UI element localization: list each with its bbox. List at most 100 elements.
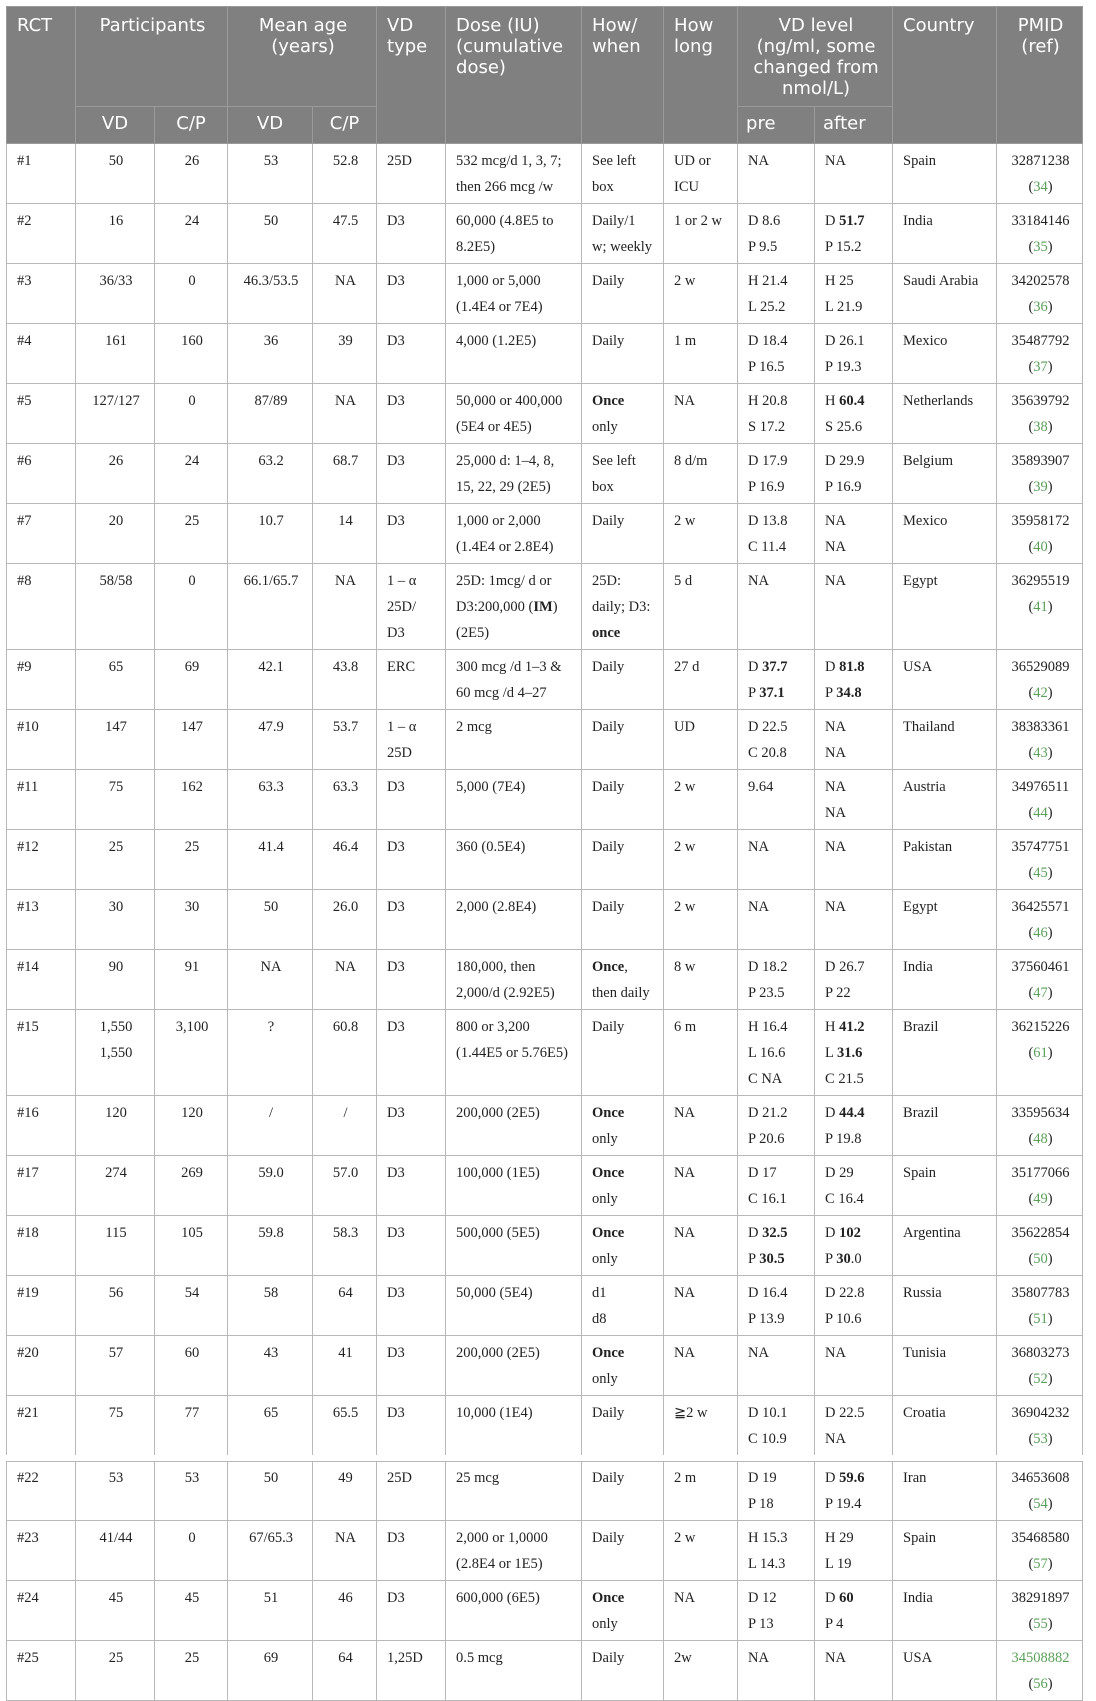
reference-link[interactable]: 56 xyxy=(1033,1676,1048,1692)
cell-line: D 26.7 xyxy=(825,959,865,975)
cell-line: NA xyxy=(674,1590,695,1606)
cp-mean-age-cell: / xyxy=(312,1095,378,1156)
cell-line: D3:200,000 (IM) xyxy=(456,594,573,620)
vd-level-pre-cell: D 17 C 16.1 xyxy=(737,1155,816,1216)
table-row: #4 161 160 36 39 D3 4,000 (1.2E5) Daily 1 m D 18.… xyxy=(6,323,1084,384)
cell-line: P 37.1 xyxy=(748,680,806,706)
cell-line: C 11.4 xyxy=(748,539,787,555)
cell-line: Daily xyxy=(592,513,625,529)
reference-link[interactable]: 45 xyxy=(1033,865,1048,881)
cell-line: 25,000 d: 1–4, 8, xyxy=(456,453,555,469)
dose-cell: 500,000 (5E5) xyxy=(445,1215,583,1276)
reference-link[interactable]: 34 xyxy=(1033,179,1048,195)
cell-line: 15, 22, 29 (2E5) xyxy=(456,479,551,495)
vd-level-after-cell: D 22.8 P 10.6 xyxy=(814,1275,894,1336)
country-cell: Saudi Arabia xyxy=(892,263,998,324)
cell-line: Spain xyxy=(903,1530,937,1546)
table-row: #5 127/127 0 87/89 NA D3 50,000 or 400,000 (5E4… xyxy=(6,383,1084,444)
country-cell: Spain xyxy=(892,1155,998,1216)
cell-line: 1 – α xyxy=(387,719,417,735)
dose-cell: 360 (0.5E4) xyxy=(445,829,583,890)
rct-cell: #7 xyxy=(6,503,76,564)
header-mean-age: Mean age (years) xyxy=(227,6,378,107)
how-long-cell: 2 w xyxy=(663,889,739,950)
cell-line: 25 xyxy=(108,839,124,855)
cp-mean-age-cell: 57.0 xyxy=(312,1155,378,1216)
header-label-line: type xyxy=(387,36,428,57)
vd-level-pre-cell: D 18.4 P 16.5 xyxy=(737,323,816,384)
reference-link[interactable]: 48 xyxy=(1033,1131,1048,1147)
reference-link[interactable]: 36 xyxy=(1033,299,1048,315)
reference-link[interactable]: 52 xyxy=(1033,1371,1048,1387)
reference-link[interactable]: 55 xyxy=(1033,1616,1048,1632)
text-part: D xyxy=(825,1225,840,1241)
table-row: #17 274 269 59.0 57.0 D3 100,000 (1E5) Once only… xyxy=(6,1155,1084,1216)
cell-line: NA xyxy=(748,1650,769,1666)
country-cell: Spain xyxy=(892,1520,998,1581)
cell-line: 274 xyxy=(105,1165,127,1181)
reference-link[interactable]: 49 xyxy=(1033,1191,1048,1207)
reference-link[interactable]: 46 xyxy=(1033,925,1048,941)
reference-link[interactable]: 61 xyxy=(1033,1045,1048,1061)
reference-link[interactable]: 44 xyxy=(1033,805,1048,821)
bold-value: 41.2 xyxy=(839,1019,865,1035)
cell-line: Daily xyxy=(592,333,625,349)
cell-line: D3 xyxy=(387,213,405,229)
reference-link[interactable]: 39 xyxy=(1033,479,1048,495)
vd-level-pre-cell: 9.64 xyxy=(737,769,816,830)
cell-line: NA xyxy=(825,719,846,735)
vd-type-cell: ERC xyxy=(376,649,447,710)
cell-line: D3 xyxy=(387,779,405,795)
reference-link[interactable]: 50 xyxy=(1033,1251,1048,1267)
cell-line: 60,000 (4.8E5 to xyxy=(456,213,554,229)
pmid-cell: 35747751 (45) xyxy=(996,829,1084,890)
how-long-cell: 5 d xyxy=(663,563,739,650)
rct-cell: #2 xyxy=(6,203,76,264)
reference-link[interactable]: 38 xyxy=(1033,419,1048,435)
reference-link[interactable]: 42 xyxy=(1033,685,1048,701)
reference-link[interactable]: 47 xyxy=(1033,985,1048,1001)
reference: (50) xyxy=(1028,1251,1053,1267)
cell-line: P 30.0 xyxy=(825,1246,884,1272)
reference-link[interactable]: 41 xyxy=(1033,599,1048,615)
cell-line: USA xyxy=(903,659,933,675)
reference-link[interactable]: 37 xyxy=(1033,359,1048,375)
cell-line: 91 xyxy=(184,959,200,975)
how-when-cell: Daily xyxy=(581,263,665,324)
pmid-cell: 33184146 (35) xyxy=(996,203,1084,264)
rct-cell: #25 xyxy=(6,1640,76,1701)
how-when-cell: d1 d8 xyxy=(581,1275,665,1336)
reference-link[interactable]: 57 xyxy=(1033,1556,1048,1572)
cp-participants-cell: 77 xyxy=(153,1395,229,1459)
cell-line: ERC xyxy=(387,659,416,675)
cell-line: NA xyxy=(674,1165,695,1181)
reference-link[interactable]: 40 xyxy=(1033,539,1048,555)
reference-link[interactable]: 35 xyxy=(1033,239,1048,255)
cell-line: NA xyxy=(335,393,356,409)
cell-line: #2 xyxy=(17,213,32,229)
reference-link[interactable]: 43 xyxy=(1033,745,1048,761)
how-when-cell: Daily xyxy=(581,1395,665,1459)
vd-participants-cell: 1,550 1,550 xyxy=(75,1009,155,1096)
rct-cell: #10 xyxy=(6,709,76,770)
cell-line: 50,000 (5E4) xyxy=(456,1285,533,1301)
country-cell: USA xyxy=(892,649,998,710)
reference-link[interactable]: 53 xyxy=(1033,1431,1048,1447)
how-when-cell: See left box xyxy=(581,443,665,504)
reference-link[interactable]: 51 xyxy=(1033,1311,1048,1327)
cell-line: 53 xyxy=(184,1470,200,1486)
how-long-cell: UD or ICU xyxy=(663,143,739,204)
cell-line: #6 xyxy=(17,453,32,469)
dose-cell: 4,000 (1.2E5) xyxy=(445,323,583,384)
cell-line: 64 xyxy=(338,1285,353,1301)
rct-cell: #11 xyxy=(6,769,76,830)
pmid-link[interactable]: 34508882 xyxy=(1011,1650,1070,1666)
cp-mean-age-cell: 46 xyxy=(312,1580,378,1641)
cell-line: 53 xyxy=(263,153,279,169)
cell-line: Once xyxy=(592,388,655,414)
dose-cell: 25,000 d: 1–4, 8, 15, 22, 29 (2E5) xyxy=(445,443,583,504)
cell-line: #24 xyxy=(17,1590,39,1606)
reference-link[interactable]: 54 xyxy=(1033,1496,1048,1512)
pmid-link: 36215226 xyxy=(1011,1019,1070,1035)
dose-cell: 100,000 (1E5) xyxy=(445,1155,583,1216)
